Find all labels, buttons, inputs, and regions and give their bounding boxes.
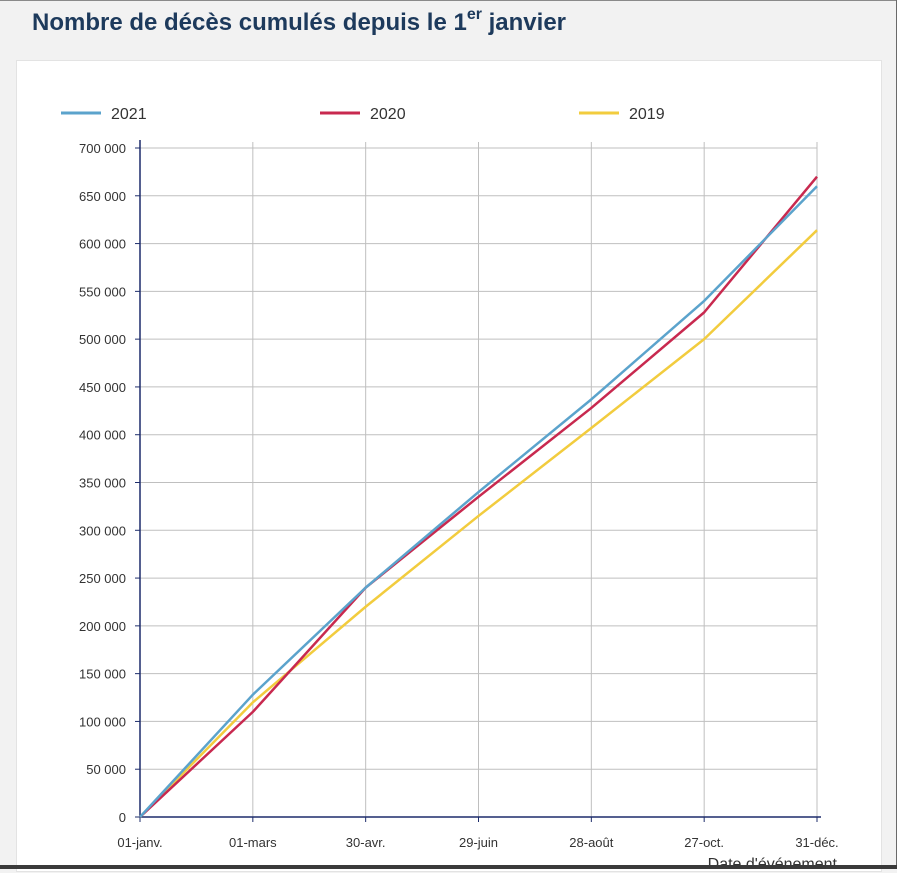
x-tick-label: 30-avr. [346,835,386,850]
y-tick-label: 700 000 [79,141,126,156]
y-tick-label: 500 000 [79,332,126,347]
x-tick-label: 27-oct. [684,835,724,850]
x-tick-label: 01-janv. [117,835,162,850]
window-top-border [0,0,897,1]
cumulative-deaths-line-chart: 0 50 000 100 000 150 000 200 000 250 000 300 0… [61,106,839,873]
legend-label-2019: 2019 [629,106,665,123]
x-tick-label: 31-déc. [795,835,838,850]
legend-label-2020: 2020 [370,106,406,123]
y-tick-label: 300 000 [79,523,126,538]
y-tick-label: 0 [119,810,126,825]
series-line-2019 [139,229,818,818]
series-line-2021 [139,185,818,818]
page-title: Nombre de décès cumulés depuis le 1er ja… [32,6,566,36]
y-tick-label: 550 000 [79,284,126,299]
series-line-2020 [139,175,818,818]
legend-label-2021: 2021 [111,106,147,123]
y-tick-label: 650 000 [79,189,126,204]
x-tick-label: 29-juin [459,835,498,850]
y-tick-label: 100 000 [79,714,126,729]
y-tick-label: 200 000 [79,619,126,634]
y-tick-label: 250 000 [79,571,126,586]
y-tick-label: 350 000 [79,476,126,491]
x-tick-label: 28-août [569,835,613,850]
y-tick-label: 600 000 [79,237,126,252]
x-tick-label: 01-mars [229,835,277,850]
y-tick-label: 450 000 [79,380,126,395]
y-tick-label: 150 000 [79,667,126,682]
chart-panel: 0 50 000 100 000 150 000 200 000 250 000 300 0… [16,60,882,873]
y-tick-label: 50 000 [86,762,126,777]
bottom-bar [0,865,897,869]
y-tick-label: 400 000 [79,428,126,443]
